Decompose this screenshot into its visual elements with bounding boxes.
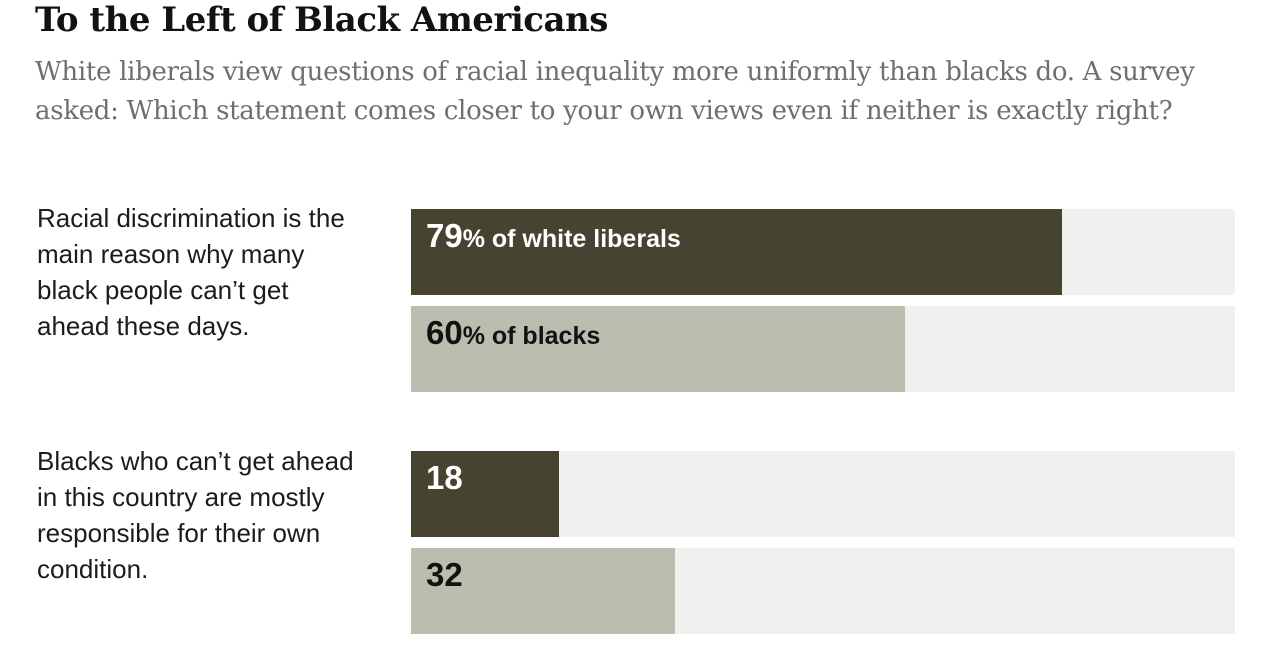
bar-value-label: 79% of white liberals bbox=[426, 217, 681, 255]
chart-subtitle: White liberals view questions of racial … bbox=[35, 57, 1195, 126]
bar-value-number: 18 bbox=[426, 459, 463, 496]
question-label: Racial discrimination is the main reason… bbox=[37, 203, 345, 341]
bar-value-number: 79 bbox=[426, 217, 463, 254]
bar-white-liberals bbox=[411, 451, 560, 537]
bar-white-liberals bbox=[411, 209, 1062, 295]
bar-value-suffix: % of blacks bbox=[462, 322, 601, 350]
bar-value-number: 60 bbox=[426, 314, 463, 351]
bar-track: 79% of white liberals bbox=[411, 209, 1235, 295]
bar-blacks bbox=[411, 306, 906, 392]
bar-blacks bbox=[411, 548, 675, 634]
question-label: Blacks who can’t get ahead in this count… bbox=[37, 446, 354, 584]
bar-track: 32 bbox=[411, 548, 1235, 634]
bar-value-suffix: % of white liberals bbox=[462, 225, 681, 253]
bar-value-label: 60% of blacks bbox=[426, 314, 600, 352]
bar-track: 60% of blacks bbox=[411, 306, 1235, 392]
chart-title: To the Left of Black Americans bbox=[35, 0, 608, 40]
bar-value-label: 18 bbox=[426, 459, 463, 497]
bar-value-label: 32 bbox=[426, 556, 463, 594]
bar-track: 18 bbox=[411, 451, 1235, 537]
bar-value-number: 32 bbox=[426, 556, 463, 593]
